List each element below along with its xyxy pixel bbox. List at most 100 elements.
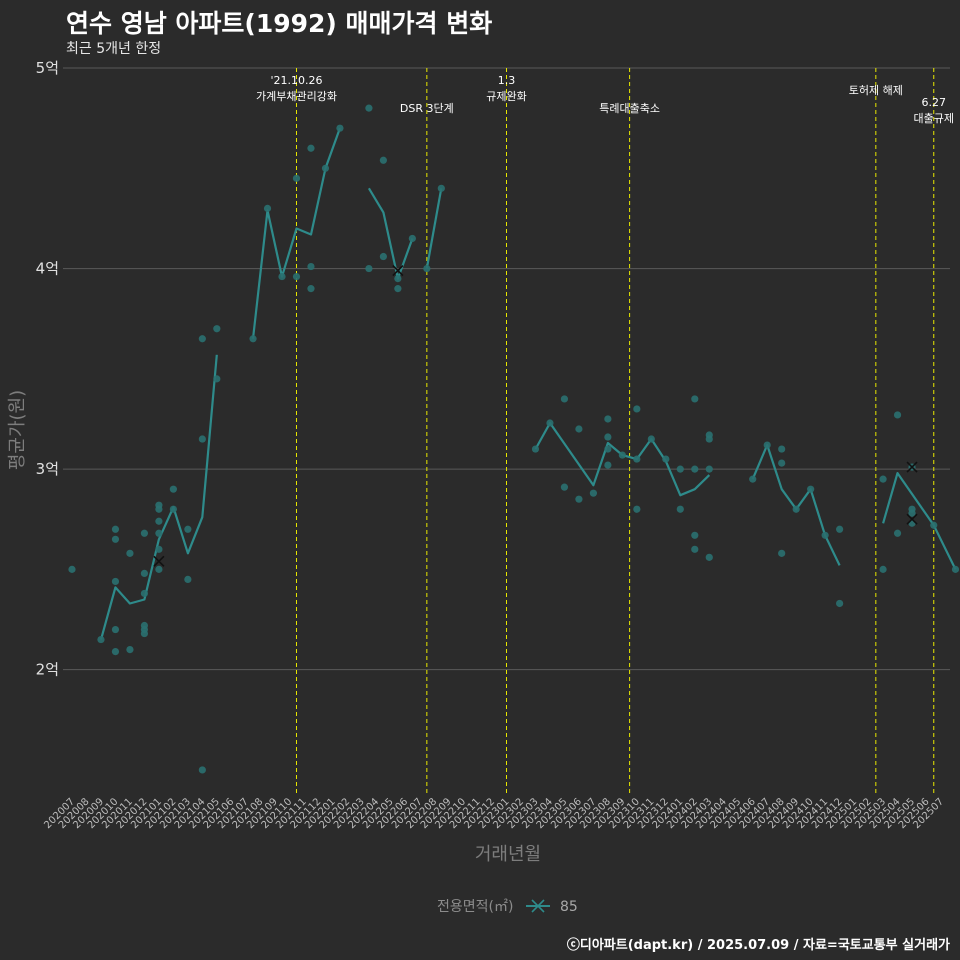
data-point	[633, 405, 641, 413]
y-tick-label: 5억	[36, 59, 59, 77]
x-marker	[906, 461, 918, 473]
data-point	[893, 529, 902, 537]
data-point	[126, 646, 134, 654]
series-line-segment	[99, 354, 218, 640]
data-point	[321, 164, 330, 172]
data-point	[676, 465, 684, 473]
data-point	[249, 335, 257, 343]
data-point	[379, 156, 387, 164]
data-point	[97, 635, 105, 644]
series-line-segment	[751, 443, 841, 566]
data-point	[879, 565, 887, 573]
event-label: 규제완화	[486, 90, 526, 103]
y-tick-label: 3억	[36, 460, 59, 478]
data-point	[930, 521, 938, 529]
data-point	[893, 411, 902, 419]
x-marker-stroke	[906, 461, 918, 473]
data-point	[618, 451, 626, 459]
data-point	[365, 104, 373, 112]
data-point	[198, 435, 206, 443]
data-point	[408, 234, 416, 243]
data-point	[633, 455, 641, 463]
data-point	[691, 545, 699, 553]
data-point	[437, 184, 445, 192]
data-point	[792, 505, 800, 513]
x-marker	[906, 513, 918, 525]
data-point	[292, 272, 301, 281]
data-point	[778, 459, 786, 467]
data-point	[560, 483, 569, 491]
data-point	[705, 553, 713, 561]
data-point	[307, 262, 315, 271]
data-point	[691, 395, 699, 403]
series-points	[68, 104, 960, 774]
y-axis-ticks: 2억 3억 4억 5억	[36, 59, 59, 679]
series-x-markers	[153, 265, 918, 567]
data-point	[662, 455, 670, 463]
data-point	[691, 531, 699, 539]
event-label: '21.10.26	[270, 74, 322, 87]
data-point	[155, 545, 163, 553]
x-axis-ticks: 2020072020082020092020102020112020122021…	[42, 796, 946, 831]
event-label: 특례대출축소	[599, 102, 660, 115]
event-label: 1.3	[498, 74, 516, 87]
data-point	[705, 465, 713, 473]
event-label: 토허제 해제	[849, 83, 903, 97]
data-point	[763, 441, 771, 449]
y-tick-label: 4억	[36, 260, 59, 278]
data-point	[307, 285, 315, 293]
x-marker	[392, 265, 404, 277]
data-point	[676, 505, 684, 513]
x-marker-stroke	[906, 513, 918, 525]
data-point	[140, 621, 149, 630]
data-point	[633, 505, 641, 513]
data-point	[169, 485, 177, 493]
data-point	[836, 599, 844, 608]
data-point	[184, 525, 192, 533]
data-point	[836, 525, 844, 533]
data-point	[604, 461, 612, 469]
x-marker	[153, 555, 165, 567]
chart-subtitle: 최근 5개년 한정	[66, 41, 162, 57]
data-point	[589, 489, 598, 497]
event-label: 가계부채관리강화	[256, 90, 337, 103]
data-point	[111, 648, 120, 656]
credit-text: ⓒ디아파트(dapt.kr) / 2025.07.09 / 자료=국토교통부 실…	[566, 938, 950, 953]
legend-title: 전용면적(㎡)	[437, 899, 513, 915]
data-point	[155, 517, 163, 525]
series-line-segment	[367, 187, 414, 280]
data-point	[198, 335, 206, 343]
data-point	[292, 174, 301, 182]
data-point	[307, 144, 315, 152]
data-point	[821, 531, 829, 539]
data-point	[778, 445, 786, 453]
data-point	[531, 445, 540, 453]
data-point	[140, 569, 149, 577]
data-point	[423, 264, 431, 273]
data-point	[126, 549, 134, 557]
data-point	[879, 475, 887, 483]
data-point	[111, 577, 120, 586]
data-point	[394, 274, 402, 283]
data-point	[111, 525, 120, 533]
data-point	[184, 575, 192, 584]
data-point	[169, 505, 177, 513]
data-point	[336, 124, 344, 132]
data-point	[604, 445, 612, 453]
data-point	[705, 431, 713, 439]
event-label: DSR 3단계	[400, 102, 454, 115]
legend: 전용면적(㎡) 85	[437, 899, 578, 915]
data-point	[379, 252, 387, 261]
data-point	[213, 325, 221, 333]
data-point	[778, 549, 786, 557]
data-point	[213, 375, 221, 383]
data-point	[140, 589, 149, 598]
data-point	[111, 535, 120, 543]
data-point	[575, 425, 583, 433]
series-line-segment	[425, 188, 443, 269]
x-marker-stroke	[153, 555, 165, 567]
series-line-segment	[534, 421, 711, 497]
